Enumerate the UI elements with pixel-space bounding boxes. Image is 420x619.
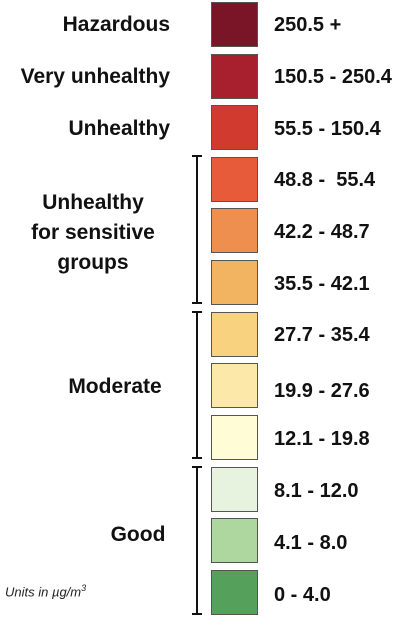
- swatch-good-2: [211, 518, 258, 563]
- range-moderate-1: 27.7 - 35.4: [274, 322, 370, 348]
- swatch-very-unhealthy: [211, 54, 258, 99]
- range-unhealthy: 55.5 - 150.4: [274, 116, 381, 142]
- units-superscript: 3: [81, 583, 86, 593]
- label-sensitive-line1: Unhealthy: [0, 188, 193, 218]
- units-note: Units in µg/m3: [5, 583, 86, 599]
- range-sensitive-1: 48.8 - 55.4: [274, 167, 375, 193]
- label-hazardous: Hazardous: [63, 12, 170, 38]
- bracket-moderate: [196, 311, 198, 459]
- swatch-moderate-3: [211, 415, 258, 460]
- range-moderate-2: 19.9 - 27.6: [274, 378, 370, 404]
- bracket-good: [196, 466, 198, 615]
- units-text: Units in µg/m: [5, 584, 81, 599]
- label-moderate: Moderate: [15, 372, 215, 402]
- label-unhealthy-sensitive: Unhealthy for sensitive groups: [0, 188, 193, 278]
- label-unhealthy: Unhealthy: [68, 116, 170, 142]
- range-good-3: 0 - 4.0: [274, 582, 331, 608]
- range-hazardous: 250.5 +: [274, 12, 341, 38]
- range-good-1: 8.1 - 12.0: [274, 478, 359, 504]
- range-very-unhealthy: 150.5 - 250.4: [274, 64, 392, 90]
- bracket-sensitive: [196, 155, 198, 304]
- label-sensitive-line3: groups: [0, 248, 193, 278]
- swatch-good-1: [211, 467, 258, 512]
- swatch-moderate-2: [211, 363, 258, 408]
- range-sensitive-3: 35.5 - 42.1: [274, 271, 370, 297]
- range-sensitive-2: 42.2 - 48.7: [274, 219, 370, 245]
- swatch-sensitive-1: [211, 157, 258, 202]
- range-moderate-3: 12.1 - 19.8: [274, 426, 370, 452]
- swatch-sensitive-3: [211, 260, 258, 305]
- range-good-2: 4.1 - 8.0: [274, 530, 347, 556]
- label-good: Good: [38, 520, 238, 550]
- swatch-hazardous: [211, 2, 258, 47]
- swatch-good-3: [211, 570, 258, 615]
- swatch-sensitive-2: [211, 208, 258, 253]
- swatch-unhealthy: [211, 105, 258, 150]
- label-very-unhealthy: Very unhealthy: [21, 64, 170, 90]
- label-sensitive-line2: for sensitive: [0, 218, 193, 248]
- swatch-moderate-1: [211, 312, 258, 357]
